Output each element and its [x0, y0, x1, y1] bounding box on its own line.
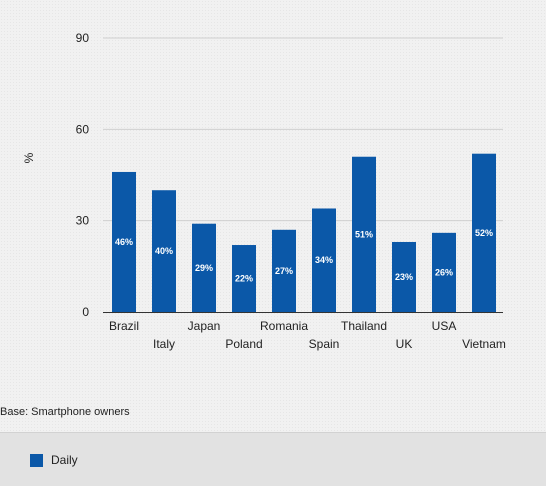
x-tick-label: UK: [396, 337, 413, 351]
bar: [432, 232, 456, 312]
bar: [112, 171, 136, 312]
bar: [392, 241, 416, 312]
x-tick-label: USA: [432, 319, 457, 333]
bars: [112, 153, 496, 312]
y-tick-label: 30: [76, 214, 90, 228]
legend: Daily: [0, 432, 546, 486]
bar: [152, 190, 176, 312]
data-label: 27%: [275, 266, 293, 276]
bar: [232, 245, 256, 312]
y-tick-label: 90: [76, 31, 90, 45]
x-tick-label: Italy: [153, 337, 175, 351]
y-axis: 0 30 60 90: [76, 31, 503, 319]
y-axis-title: %: [22, 152, 36, 163]
bar: [472, 153, 496, 312]
bar: [352, 156, 376, 312]
data-label: 51%: [355, 229, 373, 239]
x-tick-label: Vietnam: [462, 337, 506, 351]
bar: [272, 229, 296, 312]
bar: [312, 208, 336, 312]
bar-chart: 0 30 60 90 46% 40% 29% 22% 27% 34% 51% 23% 26% 52% B…: [22, 31, 506, 351]
legend-swatch-daily: [30, 454, 43, 467]
data-labels: 46% 40% 29% 22% 27% 34% 51% 23% 26% 52%: [115, 228, 493, 284]
x-tick-label: Spain: [309, 337, 340, 351]
data-label: 22%: [235, 274, 253, 284]
data-label: 40%: [155, 246, 173, 256]
bar: [192, 223, 216, 312]
data-label: 26%: [435, 267, 453, 277]
x-tick-label: Japan: [188, 319, 221, 333]
data-label: 46%: [115, 237, 133, 247]
base-footnote: Base: Smartphone owners: [0, 406, 130, 418]
x-tick-label: Thailand: [341, 319, 387, 333]
y-tick-label: 0: [82, 305, 89, 319]
data-label: 52%: [475, 228, 493, 238]
data-label: 34%: [315, 255, 333, 265]
x-tick-label: Poland: [225, 337, 262, 351]
data-label: 23%: [395, 272, 413, 282]
x-axis: Brazil Italy Japan Poland RomaniaSpainThaila…: [109, 319, 506, 351]
y-tick-label: 60: [76, 122, 90, 136]
data-label: 29%: [195, 263, 213, 273]
x-tick-label: Brazil: [109, 319, 139, 333]
x-tick-label: Romania: [260, 319, 308, 333]
legend-label-daily: Daily: [51, 453, 78, 467]
